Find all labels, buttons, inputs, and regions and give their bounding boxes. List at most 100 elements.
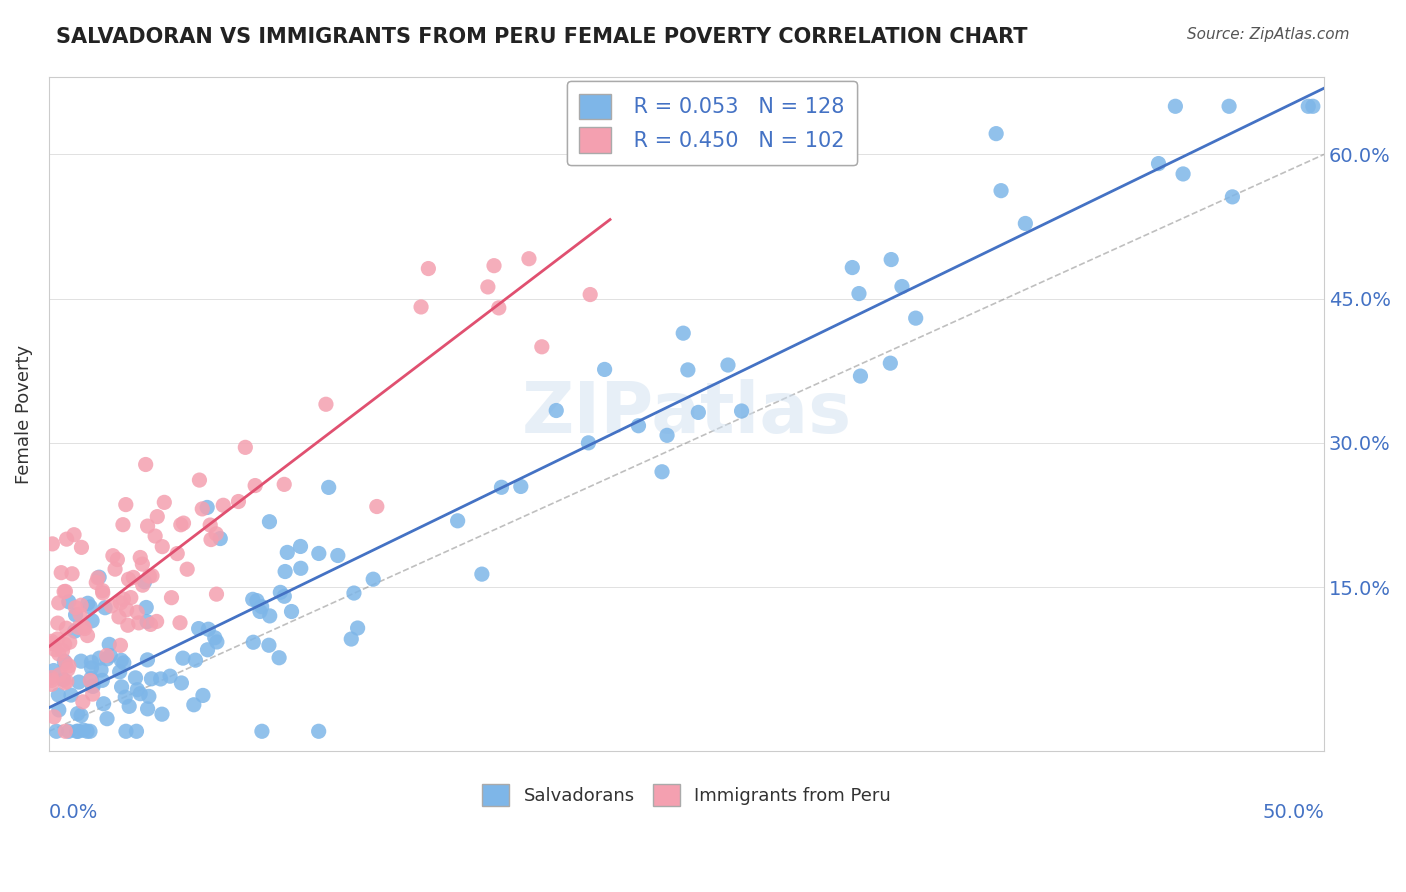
Point xyxy=(688,405,710,419)
Point xyxy=(129,550,152,565)
Point xyxy=(259,608,281,623)
Point xyxy=(308,546,330,560)
Point xyxy=(578,435,600,450)
Point xyxy=(131,557,153,571)
Point xyxy=(135,458,157,472)
Point xyxy=(56,674,79,689)
Point xyxy=(315,397,337,411)
Point xyxy=(80,671,103,685)
Point xyxy=(1222,190,1244,204)
Point xyxy=(290,540,312,554)
Point xyxy=(153,495,176,509)
Point xyxy=(128,615,150,630)
Point xyxy=(41,673,63,688)
Point xyxy=(127,605,149,619)
Point xyxy=(160,591,183,605)
Point xyxy=(53,675,76,690)
Point xyxy=(44,642,66,657)
Point xyxy=(138,690,160,704)
Point xyxy=(517,252,540,266)
Point xyxy=(60,688,83,702)
Point xyxy=(53,637,76,651)
Point xyxy=(42,710,65,724)
Point xyxy=(67,724,90,739)
Point xyxy=(233,441,256,455)
Point xyxy=(108,610,131,624)
Point xyxy=(269,650,291,665)
Point xyxy=(55,724,77,739)
Point xyxy=(58,724,80,739)
Point xyxy=(101,549,124,563)
Point xyxy=(132,578,155,592)
Point xyxy=(149,672,172,686)
Point xyxy=(51,643,73,657)
Point xyxy=(197,622,219,636)
Point xyxy=(87,571,110,585)
Point xyxy=(361,572,384,586)
Point xyxy=(76,724,98,739)
Point xyxy=(198,518,221,533)
Point xyxy=(205,587,228,601)
Point xyxy=(676,363,699,377)
Point xyxy=(672,326,695,341)
Point xyxy=(1014,217,1036,231)
Point xyxy=(409,300,432,314)
Point xyxy=(98,637,121,651)
Point xyxy=(1302,99,1324,113)
Point xyxy=(55,532,77,546)
Point xyxy=(143,529,166,543)
Point xyxy=(52,673,75,687)
Point xyxy=(110,680,132,694)
Point xyxy=(111,517,134,532)
Point xyxy=(90,663,112,677)
Point xyxy=(108,665,131,679)
Point xyxy=(730,404,752,418)
Point xyxy=(243,478,266,492)
Point xyxy=(73,620,96,634)
Point xyxy=(205,526,228,541)
Point xyxy=(53,654,76,668)
Point xyxy=(343,586,366,600)
Point xyxy=(176,562,198,576)
Text: Source: ZipAtlas.com: Source: ZipAtlas.com xyxy=(1187,27,1350,42)
Point xyxy=(139,617,162,632)
Point xyxy=(72,723,94,737)
Point xyxy=(346,621,368,635)
Point xyxy=(72,695,94,709)
Point xyxy=(136,519,159,533)
Point xyxy=(114,498,136,512)
Point xyxy=(273,477,295,491)
Point xyxy=(41,537,63,551)
Point xyxy=(41,634,63,648)
Point xyxy=(849,369,872,384)
Point xyxy=(70,654,93,668)
Point xyxy=(986,127,1008,141)
Point xyxy=(58,595,80,609)
Point xyxy=(136,702,159,716)
Point xyxy=(48,703,70,717)
Point xyxy=(150,707,173,722)
Point xyxy=(67,675,90,690)
Point xyxy=(115,603,138,617)
Point xyxy=(546,403,568,417)
Point xyxy=(82,687,104,701)
Point xyxy=(841,260,863,275)
Point xyxy=(42,664,65,678)
Point xyxy=(848,286,870,301)
Point xyxy=(1218,99,1240,113)
Point xyxy=(326,549,349,563)
Point xyxy=(48,647,70,661)
Point xyxy=(579,287,602,301)
Point xyxy=(191,689,214,703)
Point xyxy=(129,687,152,701)
Point xyxy=(118,699,141,714)
Point xyxy=(110,653,132,667)
Point xyxy=(70,598,93,612)
Point xyxy=(46,632,69,646)
Point xyxy=(136,653,159,667)
Point xyxy=(112,656,135,670)
Point xyxy=(82,679,104,693)
Y-axis label: Female Poverty: Female Poverty xyxy=(15,344,32,483)
Text: SALVADORAN VS IMMIGRANTS FROM PERU FEMALE POVERTY CORRELATION CHART: SALVADORAN VS IMMIGRANTS FROM PERU FEMAL… xyxy=(56,27,1028,46)
Point xyxy=(96,652,118,666)
